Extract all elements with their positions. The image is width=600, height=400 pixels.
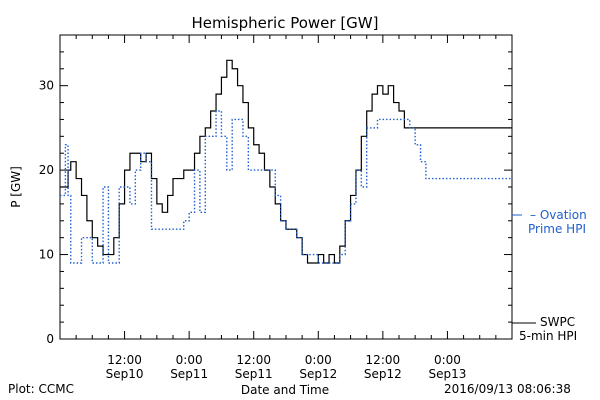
y-tick-label: 10 (39, 248, 54, 262)
y-axis-title: P [GW] (9, 166, 23, 208)
y-tick-label: 0 (46, 332, 54, 346)
y-tick-label: 30 (39, 79, 54, 93)
legend: – Ovation Prime HPI SWPC 5-min HPI (512, 208, 587, 343)
y-axis-ticks: 0 10 20 30 (39, 34, 512, 346)
x-axis-title: Date and Time (241, 383, 329, 397)
x-tick-date-label: Sep12 (299, 367, 337, 381)
x-tick-date-label: Sep13 (428, 367, 466, 381)
x-tick-date-label: Sep12 (364, 367, 402, 381)
x-tick-time-label: 12:00 (366, 353, 401, 367)
legend-label-ovation-1: – Ovation (530, 208, 587, 222)
x-tick-time-label: 12:00 (107, 353, 142, 367)
x-tick-time-label: 12:00 (236, 353, 271, 367)
x-tick-time-label: 0:00 (434, 353, 461, 367)
x-tick-time-label: 0:00 (176, 353, 203, 367)
y-tick-label: 20 (39, 163, 54, 177)
chart-title: Hemispheric Power [GW] (192, 14, 379, 32)
legend-label-ovation-2: Prime HPI (528, 222, 586, 236)
x-tick-date-label: Sep11 (170, 367, 208, 381)
legend-label-swpc-2: 5-min HPI (519, 329, 577, 343)
x-tick-date-label: Sep10 (106, 367, 144, 381)
legend-label-swpc-1: SWPC (540, 315, 575, 329)
series-line-swpc (60, 59, 512, 264)
x-axis-ticks: 12:00Sep100:00Sep1112:00Sep110:00Sep1212… (59, 35, 513, 381)
plot-credit: Plot: CCMC (8, 382, 74, 396)
x-tick-time-label: 0:00 (305, 353, 332, 367)
series-layer (60, 59, 512, 264)
plot-timestamp: 2016/09/13 08:06:38 (444, 382, 571, 396)
x-tick-date-label: Sep11 (235, 367, 273, 381)
series-line-ovation (60, 110, 512, 264)
